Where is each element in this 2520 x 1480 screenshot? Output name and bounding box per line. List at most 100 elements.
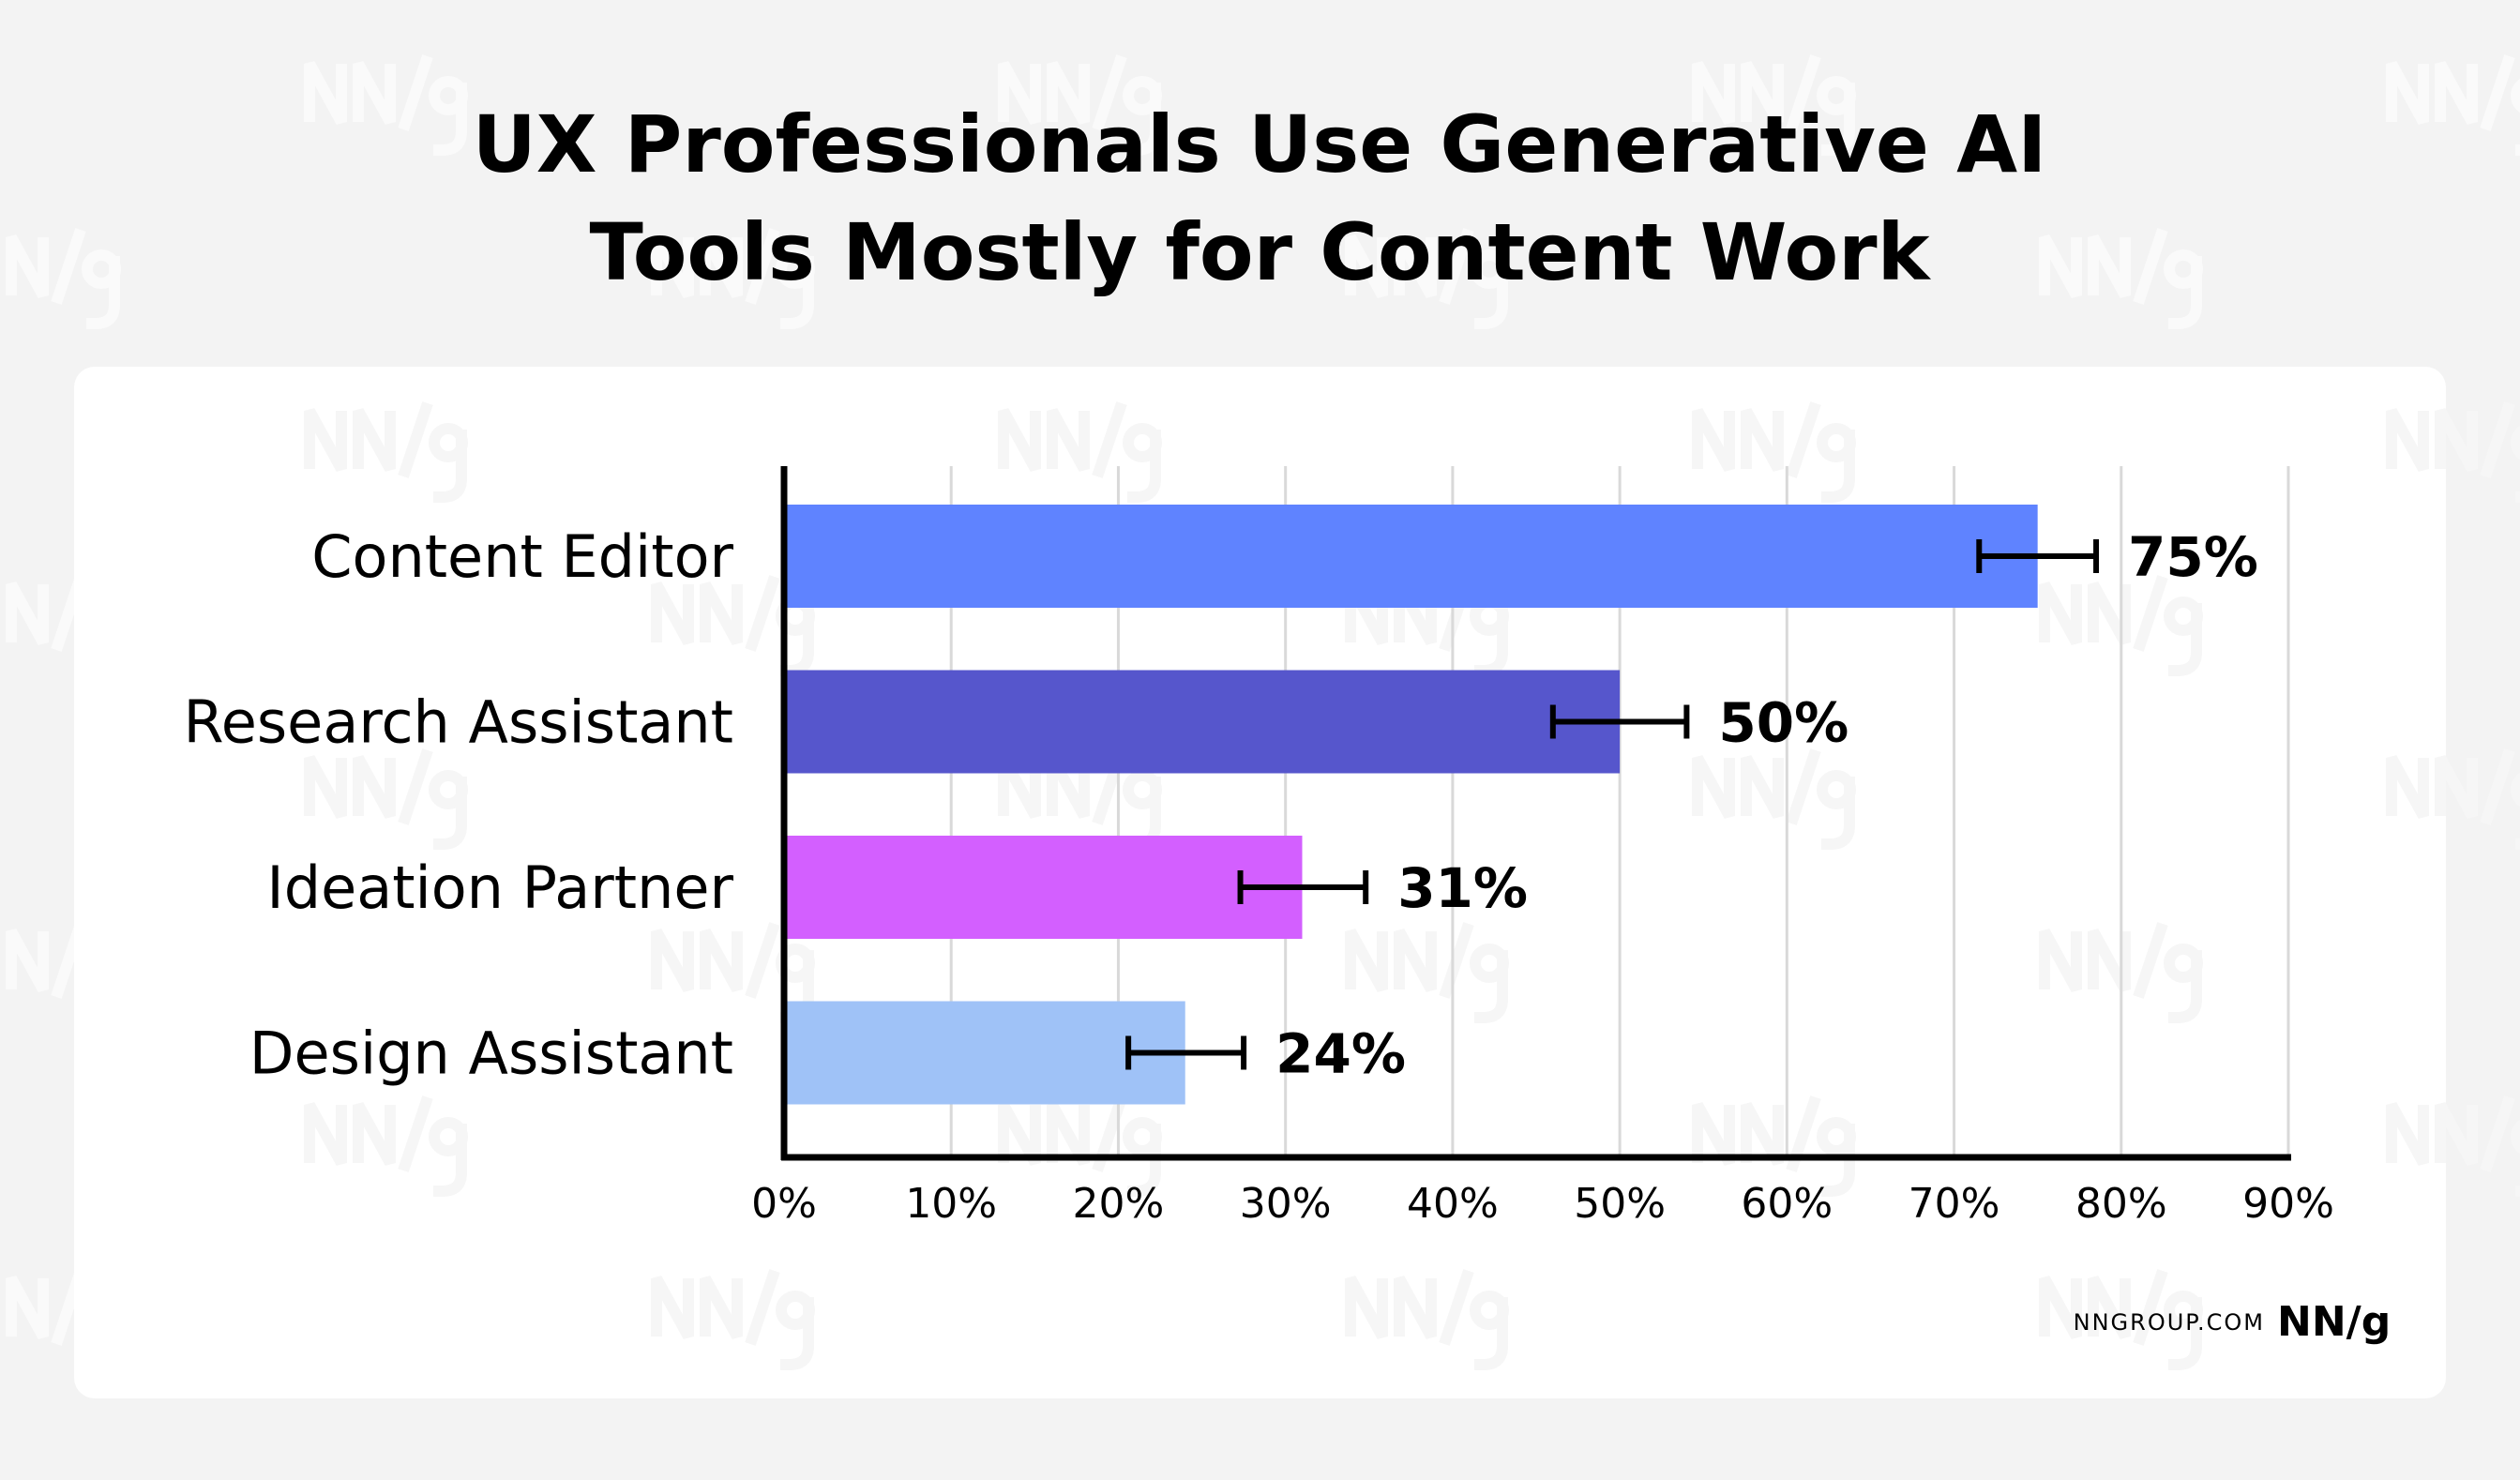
watermark-mark-bowl (1123, 770, 1162, 809)
nng-logo: NN/g (2277, 1298, 2391, 1346)
watermark-layer (0, 54, 2520, 1370)
watermark-mark-bowl (2511, 79, 2520, 113)
axes (780, 466, 2291, 1161)
category-label: Ideation Partner (266, 853, 733, 922)
watermark-mark-bowl (429, 1117, 468, 1156)
data-label: 75% (2128, 525, 2258, 589)
source-label: NNGROUP.COM (2074, 1309, 2265, 1336)
watermark-mark-strokes (2039, 575, 2202, 676)
watermark-mark-strokes (304, 54, 467, 156)
watermark-mark-bowl (1817, 76, 1856, 115)
watermark-mark (2386, 748, 2520, 850)
watermark-mark-bowl (429, 423, 468, 462)
watermark-mark-bowl (1817, 770, 1856, 809)
watermark-mark-bowl (1817, 423, 1856, 462)
bar (784, 836, 1303, 939)
watermark-mark-bowl (776, 1291, 815, 1330)
x-tick-label: 10% (905, 1180, 997, 1228)
watermark-mark (304, 401, 468, 503)
watermark-mark (2039, 1269, 2203, 1370)
category-label: Design Assistant (249, 1019, 733, 1088)
x-tick-labels: 0% 10% 20% 30% 40% 50% 60% 70% 80% 90% (751, 1180, 2334, 1228)
watermark-mark-strokes (1345, 922, 1508, 1023)
watermark-mark-bowl (1123, 423, 1162, 462)
watermark-mark (1345, 1269, 1509, 1370)
watermark-mark (2386, 1095, 2520, 1197)
watermark-mark (304, 54, 468, 156)
category-label: Research Assistant (183, 688, 733, 757)
bar (784, 505, 2038, 608)
error-bar (1125, 1035, 1247, 1070)
watermark-mark (998, 401, 1162, 503)
watermark-mark-strokes (0, 228, 120, 329)
watermark-mark-strokes (1692, 54, 1855, 156)
watermark-mark (1692, 401, 1856, 503)
watermark-mark-bowl (429, 770, 468, 809)
watermark-mark-bowl (1470, 944, 1509, 983)
watermark-mark-strokes (2039, 1269, 2202, 1370)
watermark-mark-strokes (0, 575, 120, 676)
watermark-mark-strokes (0, 1269, 120, 1370)
watermark-mark-strokes (651, 1269, 814, 1370)
watermark-mark-strokes (304, 748, 467, 850)
watermark-mark (1692, 748, 1856, 850)
chart-title-line-1: UX Professionals Use Generative AI (473, 98, 2047, 190)
x-tick-label: 50% (1574, 1180, 1666, 1228)
watermark-mark-strokes (651, 228, 814, 329)
watermark-mark-strokes (1345, 228, 1508, 329)
watermark-mark (651, 1269, 815, 1370)
watermark-mark-strokes (2386, 401, 2520, 503)
category-label: Content Editor (311, 522, 733, 591)
x-tick-label: 40% (1407, 1180, 1499, 1228)
error-bar (1976, 539, 2100, 573)
watermark-mark-strokes (651, 922, 814, 1023)
watermark-mark (998, 54, 1162, 156)
watermark-mark (304, 748, 468, 850)
watermark-mark-bowl (2164, 597, 2203, 636)
watermark-mark-bowl (2511, 773, 2520, 807)
watermark-mark-strokes (1692, 1095, 1855, 1197)
x-tick-label: 0% (751, 1180, 817, 1228)
chart-title-line-2: Tools Mostly for Content Work (590, 206, 1932, 298)
bar (784, 1001, 1185, 1105)
watermark-mark-bowl (1470, 1291, 1509, 1330)
watermark-mark (1345, 228, 1509, 329)
watermark-mark (0, 228, 121, 329)
watermark-mark-strokes (1692, 401, 1855, 503)
error-bar (1549, 704, 1690, 739)
x-tick-label: 90% (2242, 1180, 2334, 1228)
watermark-mark (2039, 922, 2203, 1023)
watermark-mark-strokes (2386, 1095, 2520, 1197)
watermark-mark-strokes (2039, 922, 2202, 1023)
watermark-mark-strokes (2386, 748, 2520, 850)
watermark-mark (2386, 401, 2520, 503)
watermark-mark-bowl (2164, 1291, 2203, 1330)
watermark-mark (1692, 1095, 1856, 1197)
watermark-mark-bowl (2511, 426, 2520, 460)
watermark-mark-bowl (1470, 249, 1509, 289)
watermark-mark-strokes (2386, 54, 2520, 156)
watermark-mark-strokes (0, 922, 120, 1023)
watermark-mark-bowl (2164, 944, 2203, 983)
watermark-mark (2386, 54, 2520, 156)
x-tick-label: 30% (1240, 1180, 1332, 1228)
watermark-mark-strokes (998, 401, 1161, 503)
bar (784, 670, 1621, 774)
watermark-mark (2039, 228, 2203, 329)
watermark-mark-bowl (2511, 1120, 2520, 1154)
watermark-mark-strokes (304, 1095, 467, 1197)
data-label: 31% (1397, 856, 1528, 920)
watermark-mark-bowl (1817, 1117, 1856, 1156)
watermark-mark-strokes (998, 748, 1161, 850)
watermark-mark-bowl (776, 249, 815, 289)
watermark-mark (998, 748, 1162, 850)
watermark-mark (304, 1095, 468, 1197)
watermark-mark-bowl (1123, 76, 1162, 115)
watermark-mark-strokes (2039, 228, 2202, 329)
data-label: 24% (1275, 1022, 1406, 1086)
watermark-mark-bowl (1123, 1117, 1162, 1156)
watermark-mark-bowl (2164, 249, 2203, 289)
watermark-mark (1692, 54, 1856, 156)
watermark-mark-strokes (651, 575, 814, 676)
